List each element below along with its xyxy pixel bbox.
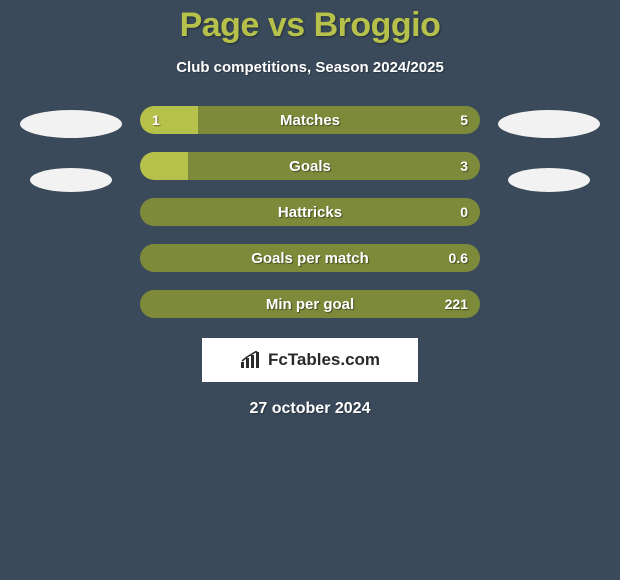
stat-bar-hattricks: 0Hattricks bbox=[140, 198, 480, 226]
stat-bar-matches: 15Matches bbox=[140, 106, 480, 134]
left-badge-1 bbox=[30, 168, 112, 192]
stat-right-value: 3 bbox=[460, 152, 468, 180]
left-badges bbox=[20, 106, 122, 192]
stat-right-value: 0 bbox=[460, 198, 468, 226]
right-badges bbox=[498, 106, 600, 192]
stat-bar-fill bbox=[140, 152, 188, 180]
player-a-name: Page bbox=[180, 6, 259, 44]
stat-label: Hattricks bbox=[140, 198, 480, 226]
stat-bar-min-per-goal: 221Min per goal bbox=[140, 290, 480, 318]
content-row: 15Matches 3Goals 0Hattricks 0.6Goals per ma… bbox=[0, 106, 620, 318]
player-b-name: Broggio bbox=[314, 6, 441, 44]
stat-right-value: 221 bbox=[445, 290, 468, 318]
page-title: Page vs Broggio bbox=[0, 0, 620, 45]
subtitle-text: Club competitions, Season 2024/2025 bbox=[176, 59, 444, 76]
date-text: 27 october 2024 bbox=[0, 400, 620, 418]
brand-text: FcTables.com bbox=[268, 350, 380, 370]
stat-bars: 15Matches 3Goals 0Hattricks 0.6Goals per ma… bbox=[140, 106, 480, 318]
vs-text: vs bbox=[268, 6, 305, 44]
right-badge-1 bbox=[508, 168, 590, 192]
stat-bar-goals-per-match: 0.6Goals per match bbox=[140, 244, 480, 272]
brand-box: FcTables.com bbox=[202, 338, 418, 382]
subtitle: Club competitions, Season 2024/2025 bbox=[0, 59, 620, 76]
date-text-value: 27 october 2024 bbox=[250, 400, 371, 417]
stat-label: Goals bbox=[140, 152, 480, 180]
stat-label: Goals per match bbox=[140, 244, 480, 272]
left-badge-0 bbox=[20, 110, 122, 138]
barchart-icon bbox=[240, 351, 262, 369]
stat-bar-goals: 3Goals bbox=[140, 152, 480, 180]
stat-bar-fill bbox=[140, 106, 198, 134]
stat-right-value: 5 bbox=[460, 106, 468, 134]
stat-label: Min per goal bbox=[140, 290, 480, 318]
stat-right-value: 0.6 bbox=[449, 244, 468, 272]
right-badge-0 bbox=[498, 110, 600, 138]
